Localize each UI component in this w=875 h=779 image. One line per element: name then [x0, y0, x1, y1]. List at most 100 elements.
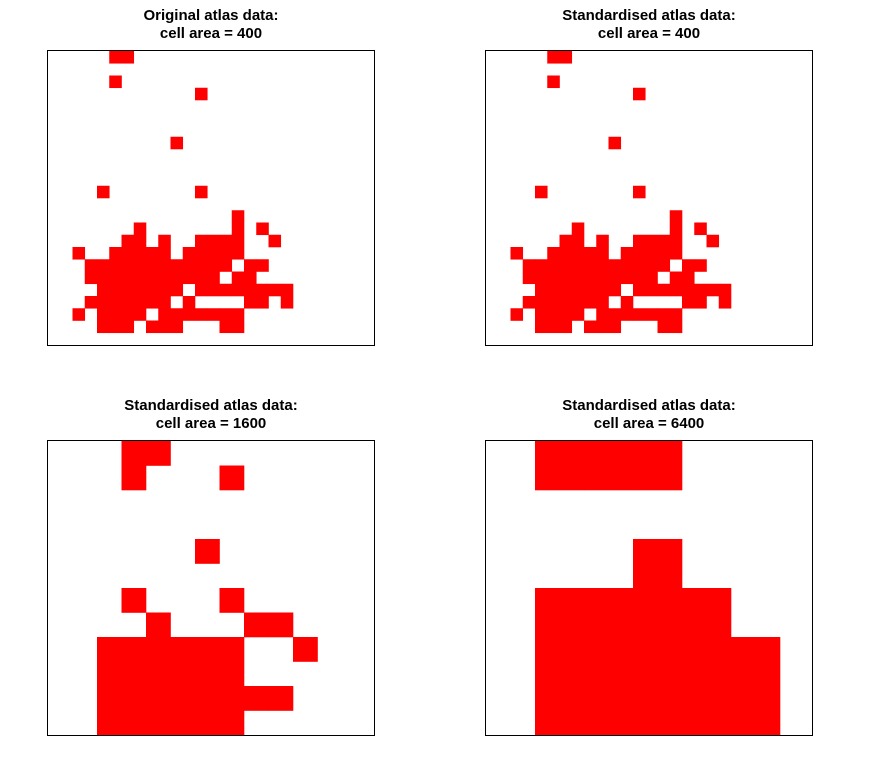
heatmap-cell — [547, 296, 560, 309]
heatmap-cell — [559, 259, 573, 272]
heatmap-cell — [121, 234, 135, 248]
heatmap-cell — [559, 271, 573, 285]
heatmap-cell — [535, 271, 548, 285]
heatmap-cell — [559, 320, 573, 334]
heatmap-cell — [244, 296, 257, 309]
heatmap-cell — [669, 234, 683, 248]
heatmap-cell — [195, 87, 208, 101]
heatmap-cell — [559, 308, 573, 321]
heatmap-cell — [109, 51, 122, 64]
heatmap-cell — [584, 259, 597, 272]
heatmap-cell — [170, 271, 184, 285]
plot-area — [47, 50, 375, 346]
heatmap-cell — [133, 247, 147, 260]
heatmap-cell — [121, 588, 147, 613]
heatmap-cell — [633, 234, 646, 248]
heatmap-cell — [146, 271, 159, 285]
heatmap-cell — [158, 283, 171, 297]
heatmap-cell — [669, 210, 683, 223]
heatmap-cell — [195, 283, 208, 297]
heatmap-cell — [72, 308, 86, 321]
heatmap-cell — [596, 259, 609, 272]
heatmap-cell — [97, 686, 122, 711]
title-line-2: cell area = 6400 — [593, 415, 705, 432]
heatmap-cell — [146, 247, 159, 260]
heatmap-cell — [571, 271, 585, 285]
heatmap-cell — [195, 637, 220, 662]
heatmap-cell — [682, 588, 732, 638]
heatmap-cell — [219, 637, 245, 662]
title-line-2: cell area = 400 — [159, 25, 263, 42]
heatmap-cell — [669, 222, 683, 236]
heatmap-cell — [121, 320, 135, 334]
heatmap-cell — [244, 612, 269, 638]
heatmap-cell — [231, 283, 245, 297]
heatmap-cell — [219, 234, 233, 248]
heatmap-cell — [682, 271, 695, 285]
heatmap-cell — [158, 320, 171, 334]
heatmap-cell — [219, 259, 233, 272]
heatmap-cell — [97, 308, 110, 321]
heatmap-cell — [547, 259, 560, 272]
heatmap-cell — [84, 296, 98, 309]
heatmap-cell — [121, 465, 147, 491]
heatmap-cell — [109, 308, 122, 321]
heatmap-cell — [195, 271, 208, 285]
heatmap-cell — [682, 686, 732, 735]
heatmap-cell — [522, 296, 536, 309]
title-line-1: Standardised atlas data: — [562, 397, 736, 414]
heatmap-cell — [571, 234, 585, 248]
heatmap-cell — [571, 283, 585, 297]
heatmap-cell — [195, 661, 220, 687]
heatmap-cell — [158, 234, 171, 248]
panel-title: Original atlas data: cell area = 400 — [47, 7, 375, 43]
heatmap-cell — [231, 247, 245, 260]
heatmap-cell — [109, 320, 122, 334]
heatmap-cell — [158, 271, 171, 285]
heatmap-cell — [669, 271, 683, 285]
heatmap-cell — [535, 308, 548, 321]
heatmap-cell — [97, 296, 110, 309]
heatmap-cell — [158, 259, 171, 272]
heatmap-cell — [195, 259, 208, 272]
heatmap-cell — [620, 271, 634, 285]
heatmap-cell — [256, 259, 269, 272]
heatmap-cell — [195, 539, 220, 564]
heatmap-cell — [219, 465, 245, 491]
title-line-1: Standardised atlas data: — [562, 7, 736, 24]
heatmap-cell — [195, 247, 208, 260]
heatmap-cell — [645, 234, 658, 248]
heatmap-cell — [97, 271, 110, 285]
heatmap-cell — [535, 320, 548, 334]
heatmap-cell — [608, 136, 622, 150]
heatmap-cell — [207, 271, 220, 285]
heatmap-cell — [608, 259, 622, 272]
heatmap-cell — [170, 283, 184, 297]
heatmap-cell — [633, 185, 646, 199]
heatmap-cell — [146, 612, 171, 638]
heatmap-cell — [219, 588, 245, 613]
heatmap-cell — [731, 637, 781, 687]
heatmap-cell — [207, 247, 220, 260]
heatmap-cell — [219, 661, 245, 687]
heatmap-cell — [584, 271, 597, 285]
heatmap-cell — [596, 247, 609, 260]
heatmap-cell — [547, 51, 560, 64]
heatmap-cell — [510, 308, 524, 321]
heatmap-cell — [182, 271, 196, 285]
heatmap-cell — [633, 87, 646, 101]
heatmap-cell — [109, 296, 122, 309]
panel-title: Standardised atlas data: cell area = 400 — [485, 7, 813, 43]
heatmap-cell — [657, 259, 671, 272]
heatmap-cell — [121, 686, 147, 711]
heatmap-cell — [633, 308, 646, 321]
heatmap-cell — [280, 296, 294, 309]
heatmap-cell — [633, 588, 683, 638]
heatmap-cell — [133, 234, 147, 248]
heatmap-cell — [694, 283, 707, 297]
heatmap-cell — [694, 296, 707, 309]
heatmap-cell — [571, 247, 585, 260]
heatmap-cell — [571, 308, 585, 321]
panel-title: Standardised atlas data: cell area = 640… — [485, 397, 813, 433]
heatmap-cell — [256, 296, 269, 309]
